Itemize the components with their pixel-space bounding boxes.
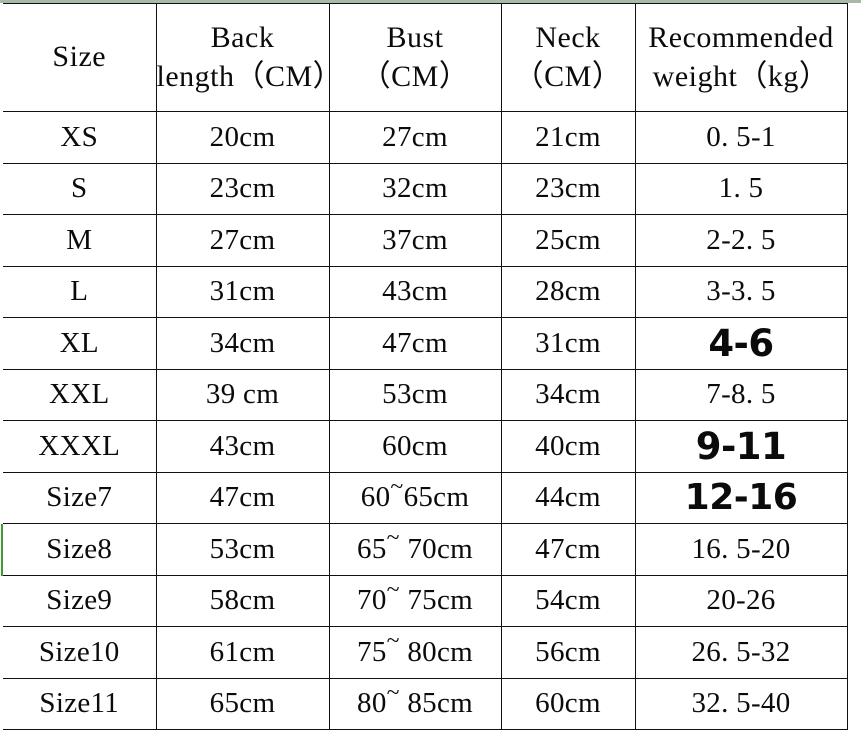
table-row: XXXL 43cm 60cm 40cm 9-11 <box>3 420 848 473</box>
cell-neck: 47cm <box>501 523 636 576</box>
cell-size: S <box>3 162 157 215</box>
column-header-recommended-weight: Recommended weight（kg） <box>635 3 848 112</box>
table-row: M 27cm 37cm 25cm 2-2. 5 <box>3 214 848 267</box>
cell-size: XXXL <box>3 420 157 473</box>
cell-size: Size7 <box>3 471 157 524</box>
table-row: XXL 39 cm 53cm 34cm 7-8. 5 <box>3 368 848 421</box>
column-header-size: Size <box>3 3 157 112</box>
cell-neck: 31cm <box>501 317 636 370</box>
cell-neck: 44cm <box>501 471 636 524</box>
cell-recommended-weight: 0. 5-1 <box>635 111 848 164</box>
cell-back-length: 58cm <box>156 574 330 627</box>
cell-neck: 60cm <box>501 677 636 730</box>
cell-recommended-weight: 32. 5-40 <box>635 677 848 730</box>
cell-size: Size8 <box>3 523 157 576</box>
table-row: Size8 53cm 65~ 70cm 47cm 16. 5-20 <box>3 523 848 576</box>
column-header-back-length: Back length（CM） <box>156 3 330 112</box>
cell-size: Size9 <box>3 574 157 627</box>
cell-recommended-weight: 3-3. 5 <box>635 265 848 318</box>
cell-bust: 60~65cm <box>329 471 502 524</box>
table-row: S 23cm 32cm 23cm 1. 5 <box>3 162 848 215</box>
cell-back-length: 23cm <box>156 162 330 215</box>
cell-bust: 53cm <box>329 368 502 421</box>
cell-bust: 43cm <box>329 265 502 318</box>
cell-neck: 23cm <box>501 162 636 215</box>
cell-back-length: 31cm <box>156 265 330 318</box>
cell-back-length: 65cm <box>156 677 330 730</box>
cell-back-length: 47cm <box>156 471 330 524</box>
cell-neck: 25cm <box>501 214 636 267</box>
table-row: Size11 65cm 80~ 85cm 60cm 32. 5-40 <box>3 677 848 730</box>
cell-back-length: 61cm <box>156 626 330 679</box>
size-chart-container: Size Back length（CM） Bust （CM） Neck （CM） <box>3 3 848 730</box>
cell-bust: 32cm <box>329 162 502 215</box>
cell-bust: 80~ 85cm <box>329 677 502 730</box>
table-row: Size9 58cm 70~ 75cm 54cm 20-26 <box>3 574 848 627</box>
column-header-neck: Neck （CM） <box>501 3 636 112</box>
cell-neck: 28cm <box>501 265 636 318</box>
cell-size: Size11 <box>3 677 157 730</box>
cell-back-length: 27cm <box>156 214 330 267</box>
cell-bust: 75~ 80cm <box>329 626 502 679</box>
table-header-row: Size Back length（CM） Bust （CM） Neck （CM） <box>3 3 848 112</box>
cell-bust: 60cm <box>329 420 502 473</box>
table-row: L 31cm 43cm 28cm 3-3. 5 <box>3 265 848 318</box>
cell-bust: 37cm <box>329 214 502 267</box>
cell-back-length: 43cm <box>156 420 330 473</box>
column-header-bust: Bust （CM） <box>329 3 502 112</box>
cell-bust: 47cm <box>329 317 502 370</box>
cell-recommended-weight: 7-8. 5 <box>635 368 848 421</box>
cell-back-length: 34cm <box>156 317 330 370</box>
cell-recommended-weight: 1. 5 <box>635 162 848 215</box>
cell-back-length: 20cm <box>156 111 330 164</box>
cell-neck: 54cm <box>501 574 636 627</box>
cell-bust: 70~ 75cm <box>329 574 502 627</box>
cell-neck: 40cm <box>501 420 636 473</box>
cell-size: XL <box>3 317 157 370</box>
row-highlight-marker <box>1 524 4 576</box>
table-row: Size7 47cm 60~65cm 44cm 12-16 <box>3 471 848 524</box>
cell-neck: 34cm <box>501 368 636 421</box>
size-chart-table: Size Back length（CM） Bust （CM） Neck （CM） <box>3 3 848 730</box>
table-row: XS 20cm 27cm 21cm 0. 5-1 <box>3 111 848 164</box>
cell-recommended-weight: 16. 5-20 <box>635 523 848 576</box>
cell-bust: 65~ 70cm <box>329 523 502 576</box>
table-row: Size10 61cm 75~ 80cm 56cm 26. 5-32 <box>3 626 848 679</box>
cell-size: L <box>3 265 157 318</box>
cell-recommended-weight: 9-11 <box>635 420 848 473</box>
cell-size: Size10 <box>3 626 157 679</box>
cell-size: XXL <box>3 368 157 421</box>
cell-back-length: 39 cm <box>156 368 330 421</box>
cell-size: M <box>3 214 157 267</box>
cell-recommended-weight: 2-2. 5 <box>635 214 848 267</box>
cell-size: XS <box>3 111 157 164</box>
cell-bust: 27cm <box>329 111 502 164</box>
top-edge-rule <box>0 0 861 3</box>
cell-recommended-weight: 20-26 <box>635 574 848 627</box>
cell-recommended-weight: 12-16 <box>635 471 848 524</box>
cell-recommended-weight: 4-6 <box>635 317 848 370</box>
cell-back-length: 53cm <box>156 523 330 576</box>
cell-neck: 21cm <box>501 111 636 164</box>
table-row: XL 34cm 47cm 31cm 4-6 <box>3 317 848 370</box>
table-body: XS 20cm 27cm 21cm 0. 5-1 S 23cm 32cm 23cm 1. 5 M 27… <box>3 111 848 730</box>
cell-recommended-weight: 26. 5-32 <box>635 626 848 679</box>
cell-neck: 56cm <box>501 626 636 679</box>
